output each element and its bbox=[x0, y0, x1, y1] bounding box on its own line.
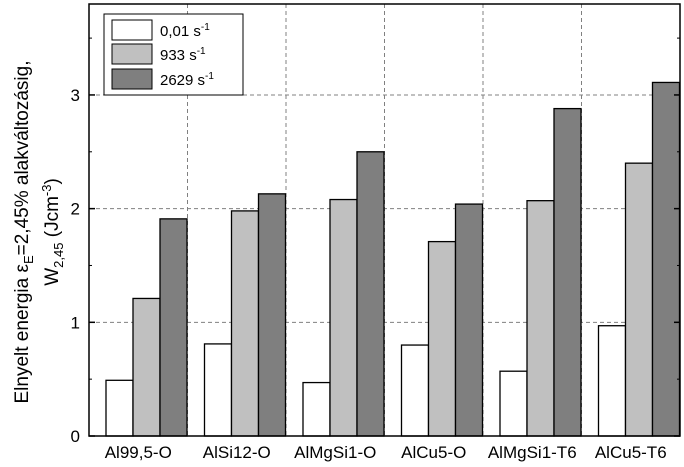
bar-3-6 bbox=[651, 81, 681, 437]
bar-1-2 bbox=[203, 343, 233, 437]
legend-label-series-1: 0,01 s-1 bbox=[160, 22, 210, 40]
bar-1-5 bbox=[499, 370, 528, 437]
y-tick-label: 0 bbox=[71, 427, 80, 446]
y-axis-title: Elnyelt energia εE=2,45% alakváltozásig,… bbox=[12, 61, 66, 404]
y-axis-title-line1: Elnyelt energia εE=2,45% alakváltozásig, bbox=[12, 61, 36, 404]
bar-3-5 bbox=[553, 107, 582, 437]
legend-label-series-3: 2629 s-1 bbox=[160, 71, 214, 89]
bar-1-4 bbox=[400, 344, 430, 437]
bars bbox=[105, 81, 681, 437]
x-tick-label: Al99,5-O bbox=[105, 443, 172, 462]
x-tick-label: AlMgSi1-T6 bbox=[488, 443, 577, 462]
bar-1-3 bbox=[302, 381, 331, 437]
y-tick-label: 3 bbox=[71, 86, 80, 105]
y-axis-title-line2: W2,45 (Jcm-3) bbox=[39, 178, 66, 286]
bar-2-2 bbox=[230, 210, 260, 437]
bar-3-3 bbox=[356, 151, 385, 437]
axis-ticks: 0 1 2 3 Al99,5-O AlSi12-O AlMgSi1-O AlCu5-O AlMg… bbox=[71, 37, 680, 462]
plot-frame bbox=[88, 3, 681, 437]
bar-2-3 bbox=[329, 198, 358, 437]
bar-2-6 bbox=[624, 162, 654, 437]
y-tick-label: 1 bbox=[71, 313, 80, 332]
legend-swatch-series-2 bbox=[111, 43, 153, 65]
x-tick-label: AlCu5-T6 bbox=[595, 443, 667, 462]
bar-1-6 bbox=[597, 325, 627, 437]
legend-swatch-series-1 bbox=[111, 19, 153, 41]
y-tick-label: 2 bbox=[71, 200, 80, 219]
bar-3-4 bbox=[454, 203, 484, 437]
x-tick-label: AlCu5-O bbox=[401, 443, 466, 462]
legend-label-series-2: 933 s-1 bbox=[160, 46, 206, 64]
x-tick-label: AlSi12-O bbox=[203, 443, 271, 462]
bar-1-1 bbox=[105, 379, 134, 437]
legend: 0,01 s-1 933 s-1 2629 s-1 bbox=[103, 13, 244, 96]
bar-2-5 bbox=[526, 200, 555, 437]
bar-2-4 bbox=[427, 240, 457, 437]
bar-2-1 bbox=[132, 297, 161, 437]
bar-3-2 bbox=[257, 193, 287, 437]
x-tick-label: AlMgSi1-O bbox=[294, 443, 376, 462]
legend-swatch-series-3 bbox=[111, 68, 153, 90]
bar-3-1 bbox=[159, 218, 188, 437]
